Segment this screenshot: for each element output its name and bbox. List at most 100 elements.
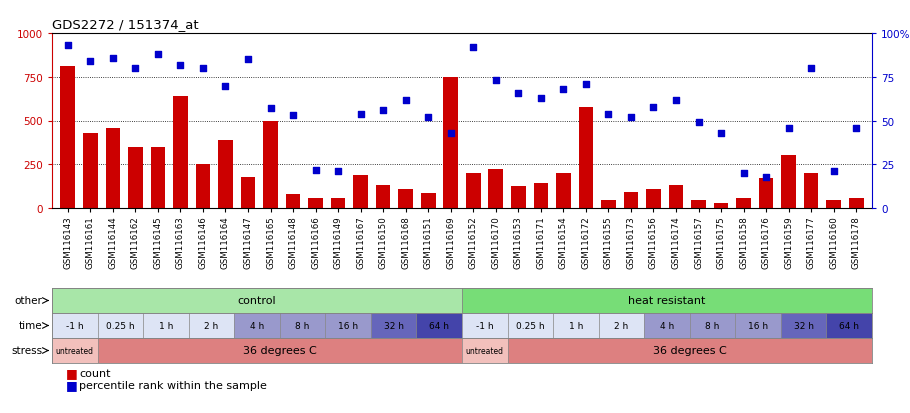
Point [533,95,548,102]
Bar [52,288,462,313]
Text: time: time [18,321,42,331]
Bar [218,140,233,209]
Point [150,52,165,58]
Point [399,97,413,104]
Bar [736,199,751,209]
Bar [466,173,480,209]
Bar [804,173,818,209]
Point [782,125,796,131]
Bar [421,194,436,209]
Bar [759,179,774,209]
Bar [692,201,706,209]
Text: heat resistant: heat resistant [628,296,705,306]
Bar [196,165,210,209]
Point [241,57,256,64]
Text: 1 h: 1 h [158,321,173,330]
Bar [602,201,616,209]
Bar [826,313,872,338]
Text: 4 h: 4 h [660,321,674,330]
Bar [599,313,644,338]
Point [849,125,864,131]
Point [173,62,187,69]
Text: 64 h: 64 h [839,321,859,330]
Bar [263,121,278,209]
Bar [849,198,864,209]
Text: 16 h: 16 h [338,321,359,330]
Point [579,81,593,88]
Point [331,169,346,175]
Point [466,45,480,51]
Text: GDS2272 / 151374_at: GDS2272 / 151374_at [52,18,198,31]
Text: 32 h: 32 h [794,321,814,330]
Text: -1 h: -1 h [476,321,493,330]
Point [353,111,368,118]
Bar [188,313,234,338]
Point [443,130,458,137]
Point [669,97,683,104]
Text: 4 h: 4 h [250,321,264,330]
Bar [376,186,390,209]
Point [736,170,751,177]
Point [646,104,661,111]
Point [713,130,728,137]
Text: 32 h: 32 h [384,321,404,330]
Point [308,167,323,173]
Point [623,114,638,121]
Bar [128,147,143,209]
Point [196,66,210,72]
Text: 8 h: 8 h [296,321,309,330]
Bar [508,313,553,338]
Bar [511,187,526,209]
Bar [106,128,120,209]
Bar [240,178,256,209]
Text: 36 degrees C: 36 degrees C [243,346,317,356]
Text: untreated: untreated [466,346,504,355]
Bar [417,313,462,338]
Bar [669,186,683,209]
Text: 36 degrees C: 36 degrees C [652,346,727,356]
Bar [279,313,326,338]
Text: percentile rank within the sample: percentile rank within the sample [79,380,268,390]
Point [804,66,818,72]
Text: control: control [238,296,277,306]
Bar [489,169,503,209]
Text: 0.25 h: 0.25 h [106,321,135,330]
Point [556,86,571,93]
Bar [579,107,593,209]
Bar [533,183,548,209]
Bar [97,313,143,338]
Bar [399,189,413,209]
Text: other: other [15,296,42,306]
Bar [330,199,346,209]
Bar [371,313,417,338]
Bar [462,288,872,313]
Bar [781,313,826,338]
Bar [713,203,728,209]
Bar [234,313,279,338]
Point [83,59,97,65]
Text: count: count [79,368,111,378]
Bar [735,313,781,338]
Bar [326,313,371,338]
Text: 16 h: 16 h [748,321,768,330]
Point [263,106,278,112]
Bar [826,201,841,209]
Bar [52,338,97,363]
Text: 8 h: 8 h [705,321,720,330]
Bar [646,189,661,209]
Point [692,120,706,126]
Text: 1 h: 1 h [569,321,583,330]
Point [759,174,774,180]
Bar [60,67,76,209]
Bar [97,338,462,363]
Text: 2 h: 2 h [205,321,218,330]
Bar [690,313,735,338]
Point [826,169,841,175]
Bar [556,173,571,209]
Text: ■: ■ [66,367,77,380]
Point [489,78,503,84]
Bar [462,338,508,363]
Bar [462,313,508,338]
Bar [308,198,323,209]
Bar [83,133,97,209]
